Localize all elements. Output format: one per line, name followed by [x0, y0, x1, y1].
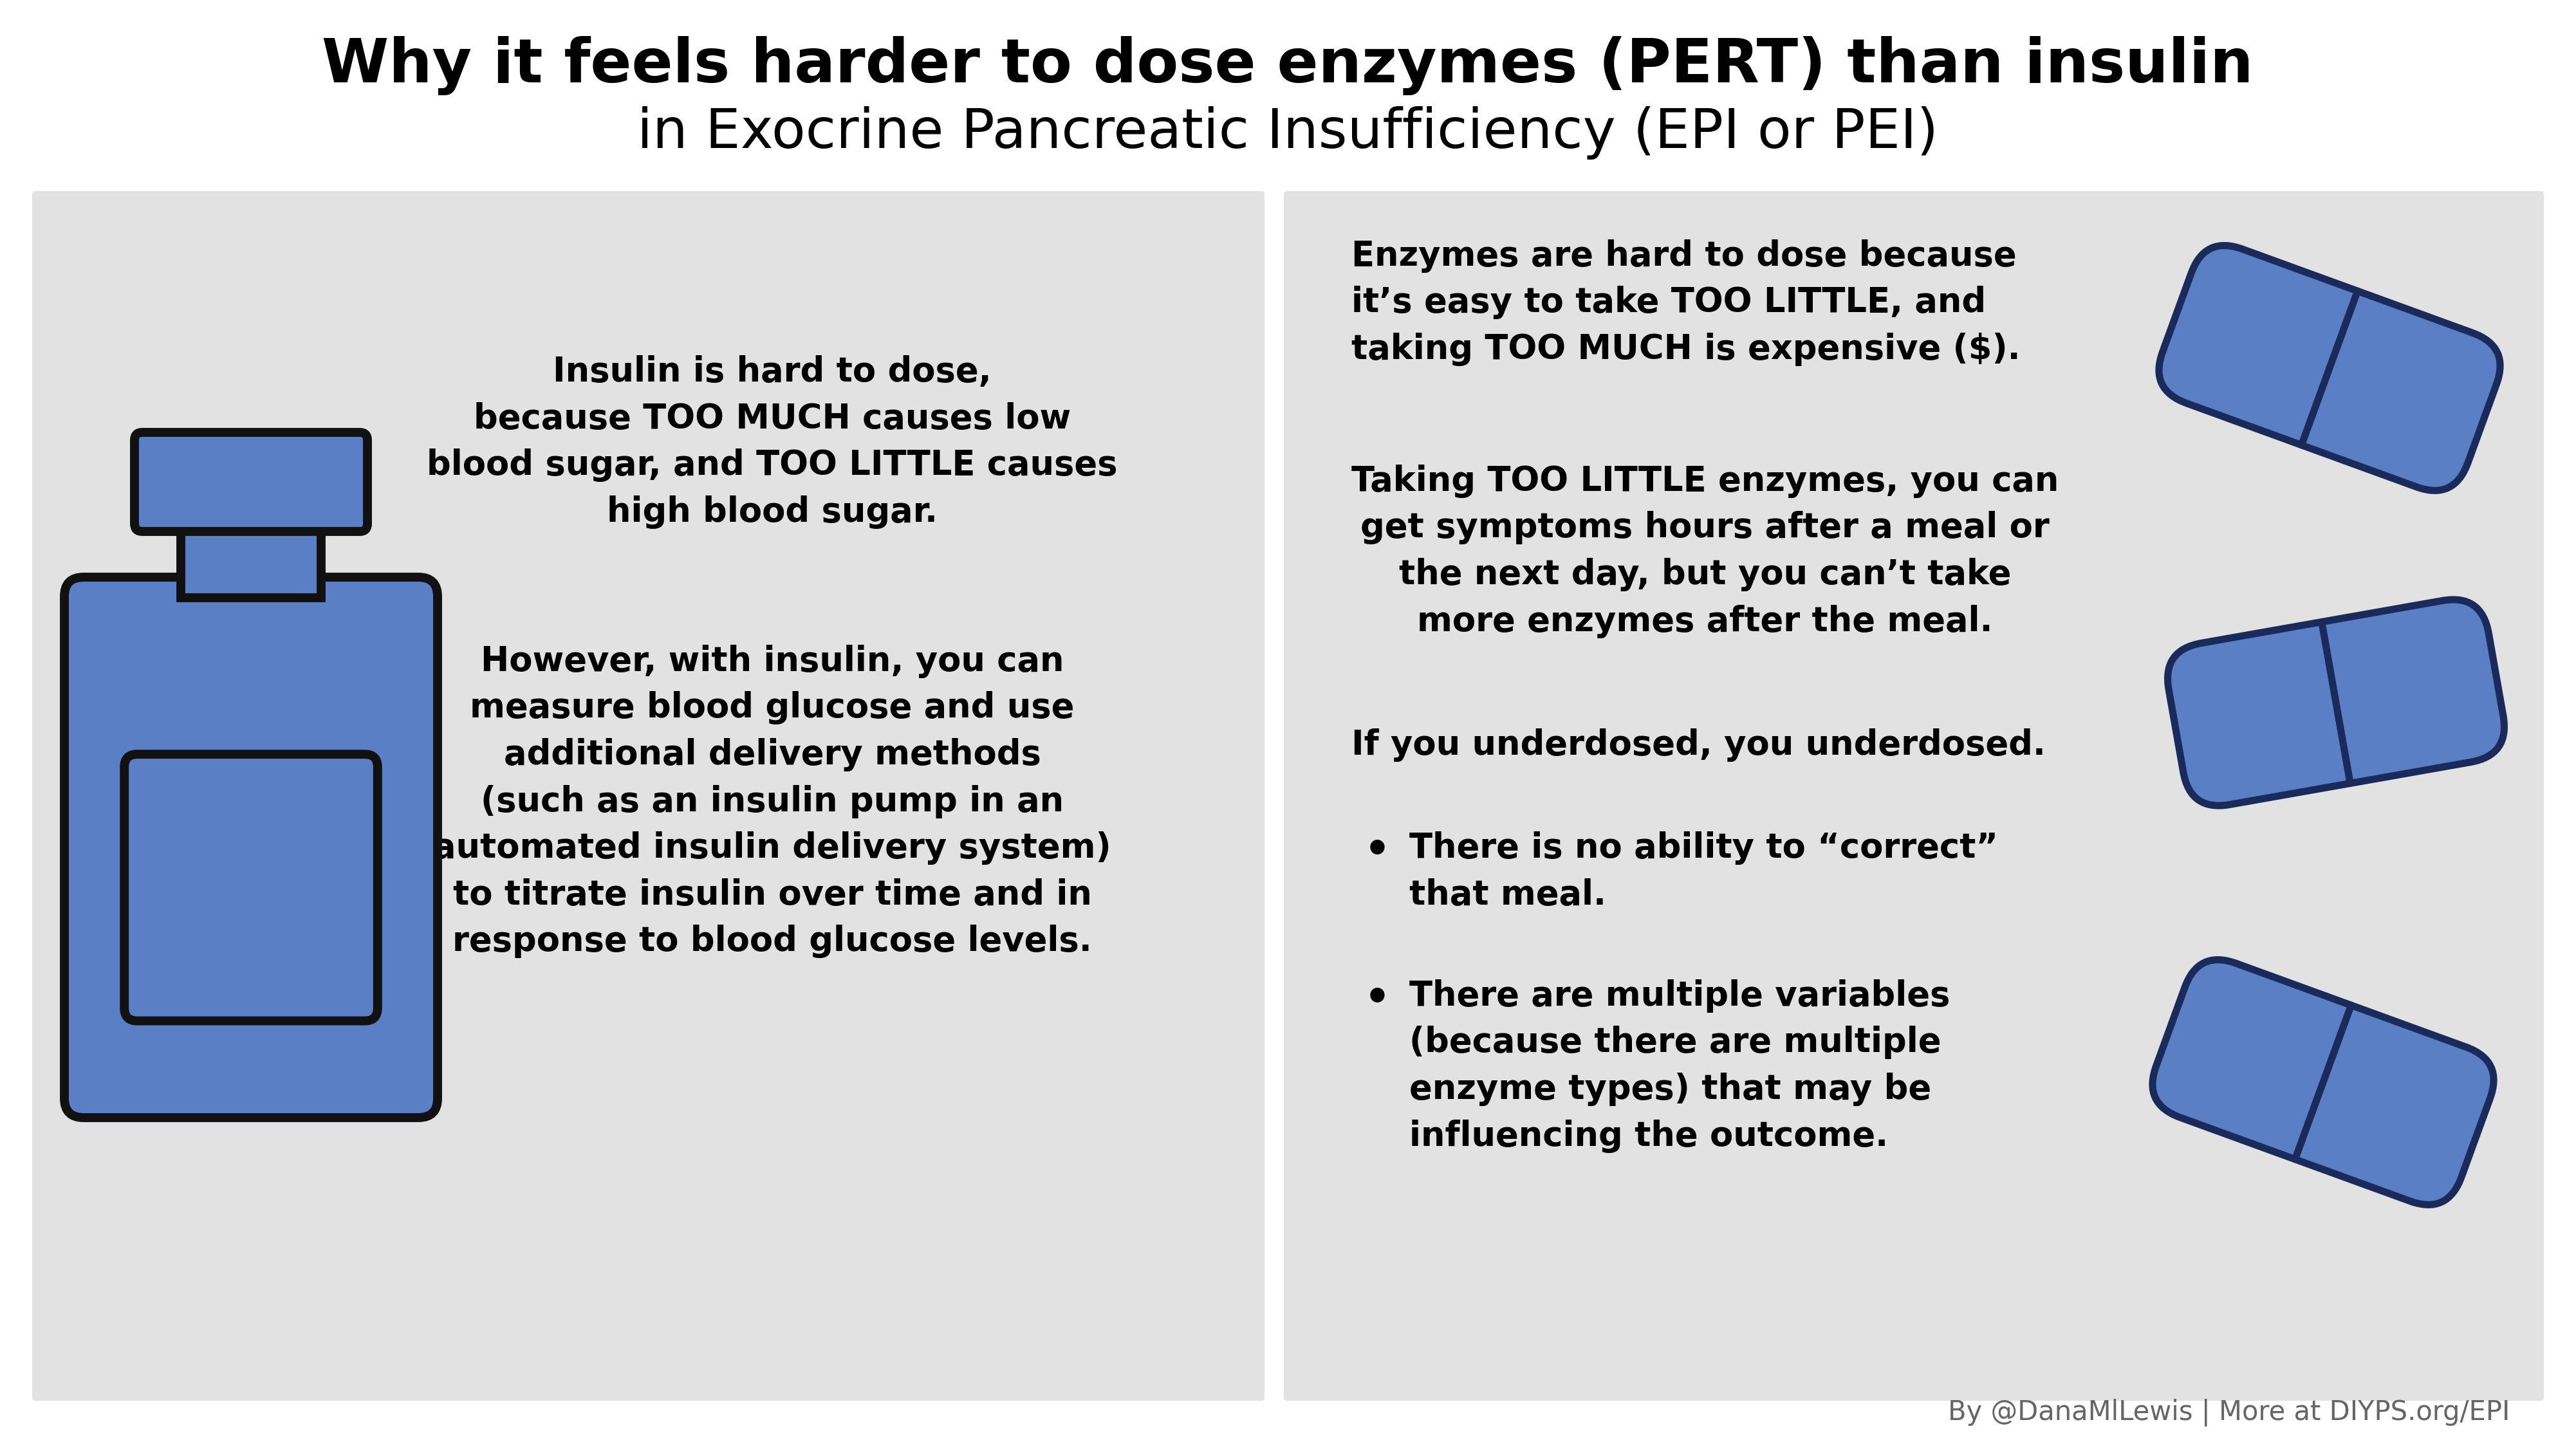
Text: Taking TOO LITTLE enzymes, you can
get symptoms hours after a meal or
the next d: Taking TOO LITTLE enzymes, you can get s…: [1352, 465, 2058, 638]
Text: •: •: [1365, 832, 1391, 871]
FancyBboxPatch shape: [1283, 191, 2545, 1401]
FancyBboxPatch shape: [64, 577, 438, 1117]
Text: If you underdosed, you underdosed.: If you underdosed, you underdosed.: [1352, 729, 2045, 762]
FancyBboxPatch shape: [134, 432, 368, 532]
FancyBboxPatch shape: [2159, 245, 2501, 491]
FancyBboxPatch shape: [2154, 959, 2494, 1204]
FancyBboxPatch shape: [124, 755, 379, 1022]
Text: in Exocrine Pancreatic Insufficiency (EPI or PEI): in Exocrine Pancreatic Insufficiency (EP…: [636, 106, 1937, 159]
Text: •: •: [1365, 980, 1391, 1019]
FancyBboxPatch shape: [31, 191, 1265, 1401]
Text: Enzymes are hard to dose because
it’s easy to take TOO LITTLE, and
taking TOO MU: Enzymes are hard to dose because it’s ea…: [1352, 239, 2020, 367]
Text: Why it feels harder to dose enzymes (PERT) than insulin: Why it feels harder to dose enzymes (PER…: [322, 36, 2254, 96]
Text: By @DanaMlLewis | More at DIYPS.org/EPI: By @DanaMlLewis | More at DIYPS.org/EPI: [1947, 1398, 2509, 1426]
Text: However, with insulin, you can
measure blood glucose and use
additional delivery: However, with insulin, you can measure b…: [433, 645, 1110, 958]
Text: Insulin is hard to dose,
because TOO MUCH causes low
blood sugar, and TOO LITTLE: Insulin is hard to dose, because TOO MUC…: [428, 355, 1118, 529]
Bar: [180, 523, 322, 598]
Text: There is no ability to “correct”
that meal.: There is no ability to “correct” that me…: [1409, 832, 1999, 911]
FancyBboxPatch shape: [2166, 600, 2504, 806]
Text: There are multiple variables
(because there are multiple
enzyme types) that may : There are multiple variables (because th…: [1409, 980, 1950, 1153]
